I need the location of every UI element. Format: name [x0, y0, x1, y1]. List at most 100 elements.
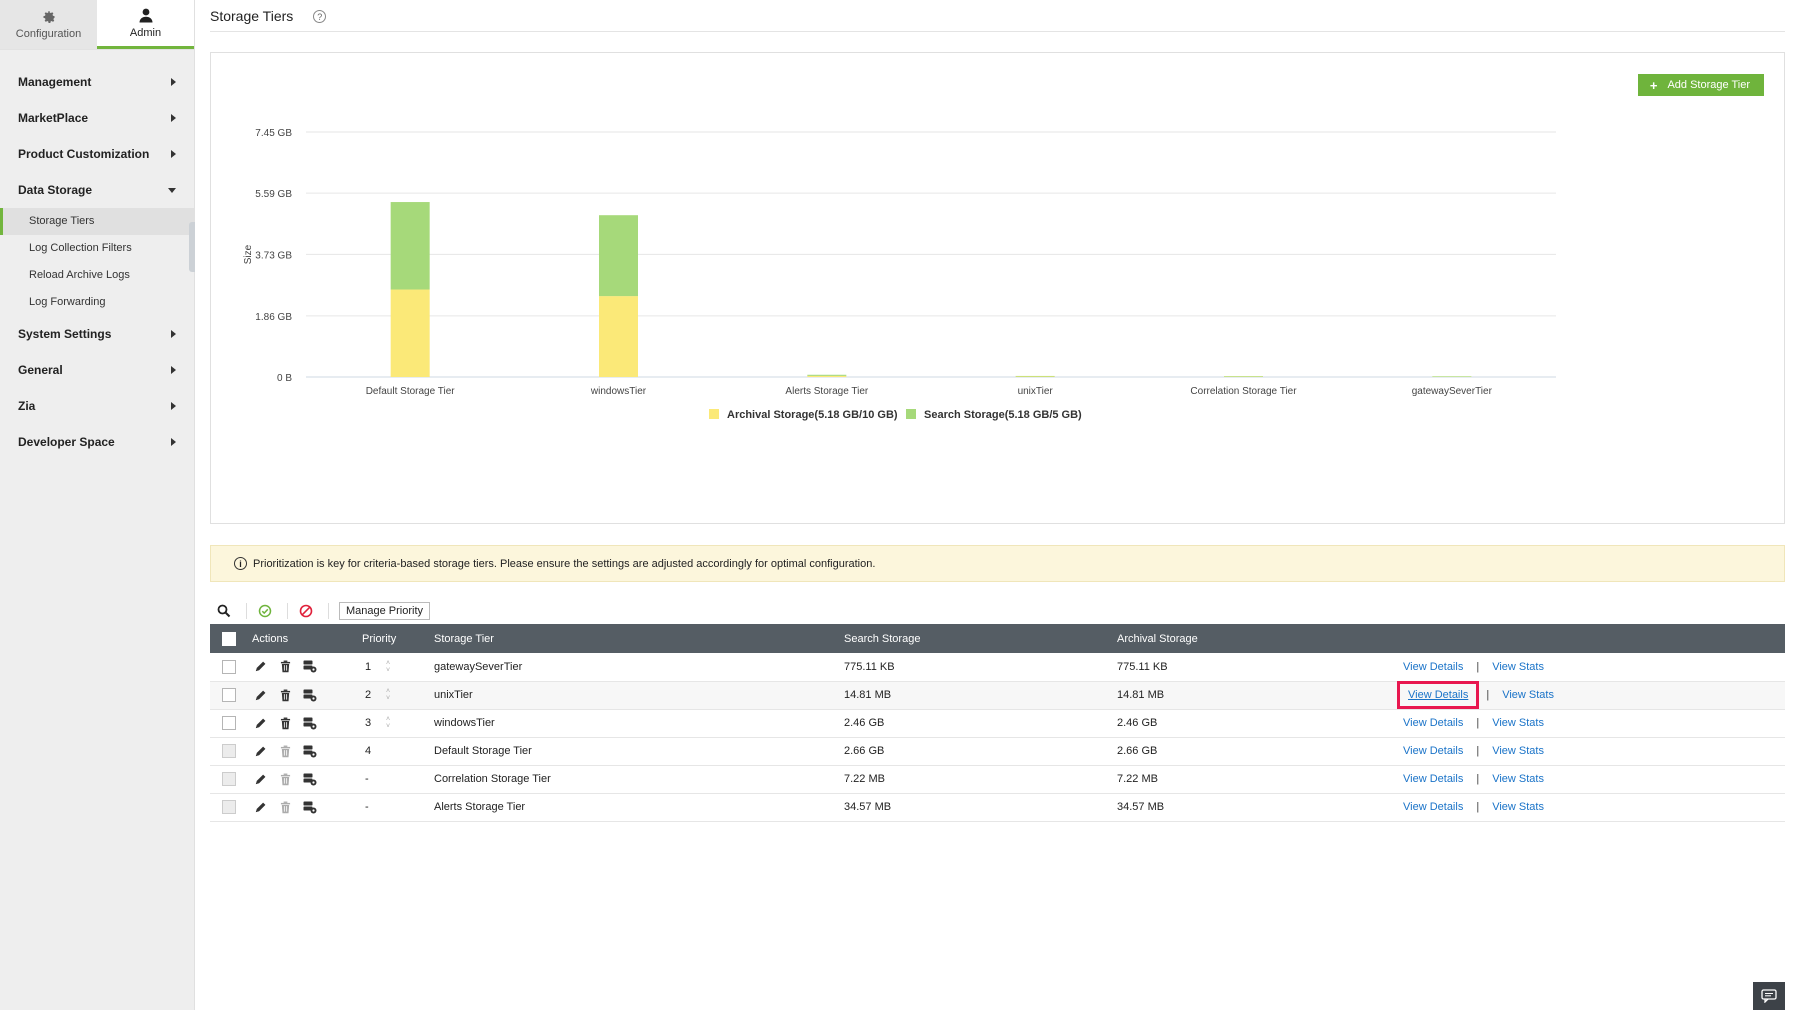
row-actions-cell: [248, 737, 360, 766]
help-icon[interactable]: ?: [313, 10, 327, 23]
sidebar-collapse-handle[interactable]: [189, 222, 195, 272]
delete-icon[interactable]: [278, 772, 292, 786]
submenu-log-collection-filters[interactable]: Log Collection Filters: [29, 242, 132, 254]
x-tick-label: gatewaySeverTier: [1412, 386, 1493, 397]
storage-config-icon[interactable]: [303, 688, 317, 702]
delete-icon[interactable]: [278, 800, 292, 814]
priority-spinner[interactable]: ˄ ˅: [386, 716, 390, 730]
caret-right-icon: [171, 114, 176, 122]
view-stats-link[interactable]: View Stats: [1492, 717, 1544, 729]
storage-config-icon[interactable]: [303, 772, 317, 786]
row-select-cell: [210, 793, 248, 822]
spinner-down-icon[interactable]: ˅: [386, 666, 391, 674]
storage-tier-header[interactable]: Storage Tier: [434, 624, 844, 653]
menu-data-storage[interactable]: Data Storage: [0, 172, 194, 208]
row-checkbox[interactable]: [222, 772, 236, 786]
priority-stepper[interactable]: ˄˅: [360, 713, 394, 733]
menu-marketplace[interactable]: MarketPlace: [0, 100, 194, 136]
row-checkbox[interactable]: [222, 688, 236, 702]
priority-header[interactable]: Priority: [360, 624, 434, 653]
view-details-link[interactable]: View Details: [1403, 660, 1464, 673]
select-all-checkbox[interactable]: [222, 631, 236, 646]
row-priority-cell: ˄˅: [360, 653, 434, 682]
priority-value: 4: [365, 745, 372, 757]
menu-system-settings[interactable]: System Settings: [0, 316, 194, 352]
view-stats-link[interactable]: View Stats: [1492, 801, 1544, 813]
submenu-reload-archive-logs[interactable]: Reload Archive Logs: [29, 269, 130, 281]
delete-icon[interactable]: [278, 660, 292, 674]
spinner-up-icon[interactable]: ˄: [386, 688, 391, 695]
chat-button[interactable]: [1753, 982, 1785, 1010]
menu-product-customization[interactable]: Product Customization: [0, 136, 194, 172]
edit-icon[interactable]: [253, 772, 267, 786]
priority-input[interactable]: [360, 685, 394, 705]
priority-stepper[interactable]: ˄˅: [360, 685, 394, 705]
x-tick-label: Default Storage Tier: [366, 386, 456, 397]
submenu-storage-tiers[interactable]: Storage Tiers: [0, 208, 194, 235]
storage-config-icon[interactable]: [303, 716, 317, 730]
search-storage-header[interactable]: Search Storage: [844, 624, 1117, 653]
archival-storage-header[interactable]: Archival Storage: [1117, 624, 1395, 653]
view-stats-link[interactable]: View Stats: [1492, 660, 1544, 673]
delete-icon[interactable]: [278, 688, 292, 702]
submenu-log-forwarding[interactable]: Log Forwarding: [29, 296, 106, 308]
view-stats-link[interactable]: View Stats: [1492, 773, 1544, 785]
row-archival-cell: 2.66 GB: [1117, 737, 1395, 766]
view-details-link[interactable]: View Details: [1403, 745, 1464, 757]
storage-config-icon[interactable]: [303, 744, 317, 758]
priority-spinner[interactable]: ˄ ˅: [386, 688, 390, 702]
edit-icon[interactable]: [253, 688, 267, 702]
disable-icon[interactable]: [298, 603, 314, 619]
sidebar-tabs: Configuration Admin: [0, 0, 194, 50]
menu-label: Zia: [18, 399, 36, 413]
row-select-cell: [210, 709, 248, 738]
user-icon: [139, 8, 152, 23]
menu-general[interactable]: General: [0, 352, 194, 388]
view-stats-link[interactable]: View Stats: [1502, 689, 1554, 701]
row-actions-cell: [248, 793, 360, 822]
row-checkbox[interactable]: [222, 716, 236, 730]
caret-right-icon: [171, 366, 176, 374]
edit-icon[interactable]: [253, 744, 267, 758]
tab-configuration[interactable]: Configuration: [0, 0, 97, 49]
row-checkbox[interactable]: [222, 744, 236, 758]
legend-swatch: [906, 409, 916, 419]
storage-config-icon[interactable]: [303, 800, 317, 814]
priority-input[interactable]: [360, 656, 394, 677]
priority-input[interactable]: [360, 713, 394, 733]
row-links-cell: View Details | View Stats: [1395, 709, 1785, 738]
sidebar: Configuration Admin Management MarketPla…: [0, 0, 195, 1010]
caret-right-icon: [171, 438, 176, 446]
manage-priority-button[interactable]: Manage Priority: [339, 602, 431, 620]
delete-icon[interactable]: [278, 716, 292, 730]
priority-stepper[interactable]: ˄˅: [360, 656, 394, 677]
spinner-up-icon[interactable]: ˄: [386, 659, 391, 667]
edit-icon[interactable]: [253, 660, 267, 674]
data-storage-submenu: Storage Tiers Log Collection Filters Rel…: [0, 208, 194, 316]
spinner-up-icon[interactable]: ˄: [386, 716, 391, 723]
view-details-link[interactable]: View Details: [1396, 681, 1480, 709]
view-details-link[interactable]: View Details: [1403, 801, 1464, 813]
view-details-link[interactable]: View Details: [1403, 717, 1464, 729]
search-icon[interactable]: [216, 603, 232, 619]
spinner-down-icon[interactable]: ˅: [386, 723, 391, 730]
row-checkbox[interactable]: [222, 659, 236, 674]
menu-zia[interactable]: Zia: [0, 388, 194, 424]
add-storage-tier-button[interactable]: + Add Storage Tier: [1637, 74, 1764, 96]
spinner-down-icon[interactable]: ˅: [386, 695, 391, 702]
delete-icon[interactable]: [278, 744, 292, 758]
view-details-link[interactable]: View Details: [1403, 773, 1464, 785]
edit-icon[interactable]: [253, 800, 267, 814]
bar-search: [1224, 376, 1263, 377]
enable-icon[interactable]: [257, 603, 273, 619]
bar-search: [1432, 376, 1472, 377]
edit-icon[interactable]: [253, 716, 267, 730]
legend-label: Archival Storage(5.18 GB/10 GB): [727, 409, 898, 421]
priority-spinner[interactable]: ˄ ˅: [386, 660, 390, 674]
storage-config-icon[interactable]: [303, 660, 317, 674]
view-stats-link[interactable]: View Stats: [1492, 745, 1544, 757]
tab-admin[interactable]: Admin: [97, 0, 194, 49]
row-checkbox[interactable]: [222, 800, 236, 814]
menu-developer-space[interactable]: Developer Space: [0, 424, 194, 460]
menu-management[interactable]: Management: [0, 64, 194, 100]
